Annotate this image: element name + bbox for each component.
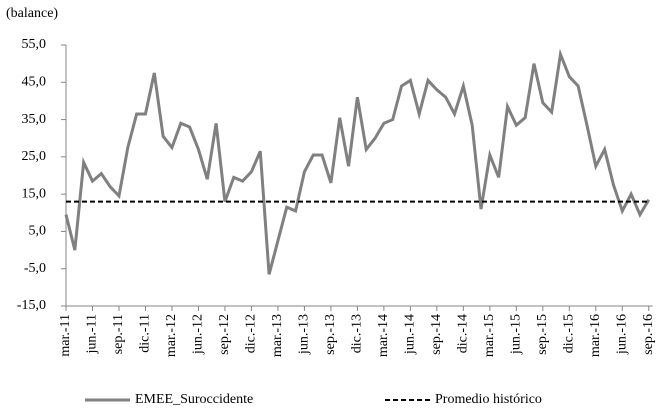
x-tick-label: dic.-11 <box>138 314 153 353</box>
x-tick-label: mar.-16 <box>588 314 603 357</box>
x-tick-label: dic.-13 <box>350 314 365 353</box>
series-line <box>64 48 651 275</box>
x-tick-label: jun.-16 <box>615 314 630 355</box>
y-tick-label: -5,0 <box>24 261 46 276</box>
x-tick-label: jun.-11 <box>85 314 100 355</box>
legend-label: Promedio histórico <box>435 392 542 407</box>
x-tick-label: mar.-13 <box>270 314 285 357</box>
x-tick-label: sep.-13 <box>323 314 338 355</box>
x-tick-label: dic.-12 <box>244 314 259 353</box>
x-tick-label: jun.-15 <box>509 314 524 355</box>
y-tick-label: 25,0 <box>22 149 47 164</box>
x-tick-label: dic.-14 <box>456 314 471 353</box>
x-tick-label: sep.-15 <box>535 314 550 355</box>
x-tick-label: mar.-11 <box>58 314 73 357</box>
y-tick-label: 5,0 <box>29 224 47 239</box>
legend-label: EMEE_Suroccidente <box>135 392 253 407</box>
x-tick-label: mar.-15 <box>482 314 497 357</box>
x-tick-label: sep.-12 <box>217 314 232 355</box>
x-tick-label: mar.-12 <box>164 314 179 357</box>
y-tick-label: 15,0 <box>22 186 47 201</box>
y-tick-label: 45,0 <box>22 75 47 90</box>
y-axis-title: (balance) <box>6 6 58 21</box>
x-tick-label: sep.-11 <box>111 314 126 354</box>
x-tick-label: sep.-16 <box>641 314 656 355</box>
x-tick-label: jun.-14 <box>403 314 418 355</box>
x-tick-label: sep.-14 <box>429 314 444 355</box>
x-tick-label: jun.-13 <box>297 314 312 355</box>
x-tick-label: dic.-15 <box>562 314 577 353</box>
y-tick-label: -15,0 <box>17 298 46 313</box>
y-tick-label: 55,0 <box>22 37 47 52</box>
x-tick-label: mar.-14 <box>376 314 391 357</box>
x-tick-label: jun.-12 <box>191 314 206 355</box>
y-tick-label: 35,0 <box>22 112 47 127</box>
